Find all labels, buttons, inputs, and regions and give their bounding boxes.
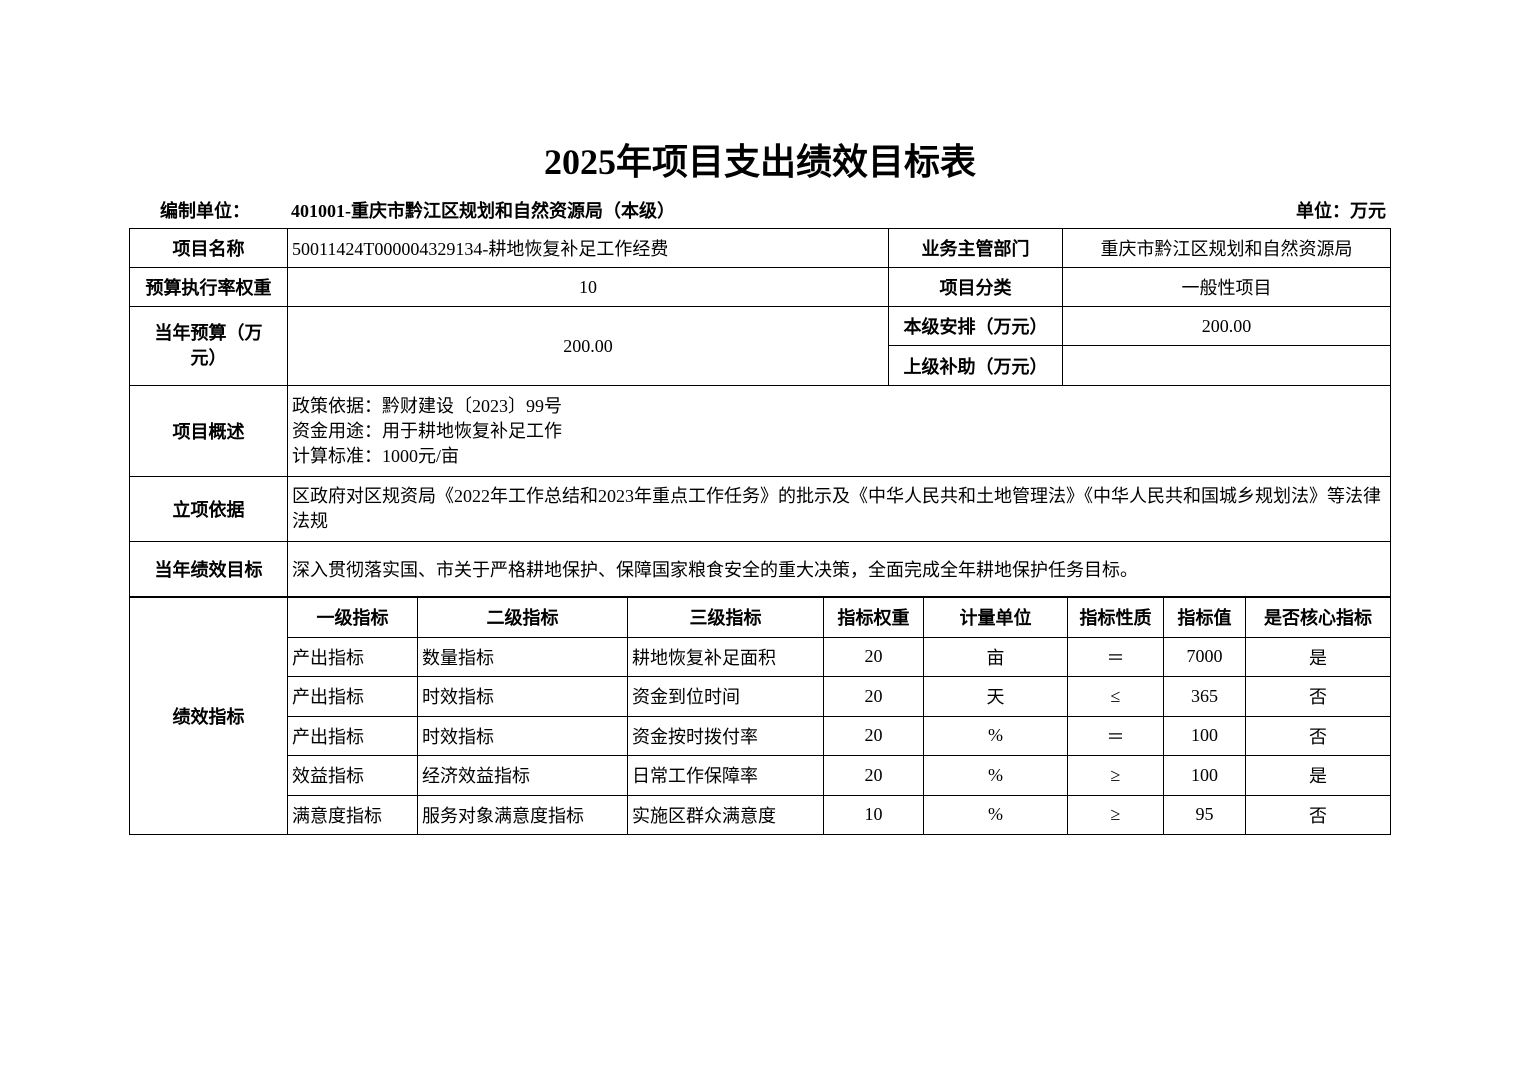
table-cell: 产出指标 <box>287 676 418 717</box>
dept: 重庆市黔江区规划和自然资源局 <box>1062 228 1391 268</box>
basis: 区政府对区规资局《2022年工作总结和2023年重点工作任务》的批示及《中华人民… <box>287 476 1391 542</box>
column-header: 一级指标 <box>287 597 418 638</box>
table-cell: 时效指标 <box>417 715 628 756</box>
table-cell: 资金到位时间 <box>627 676 824 717</box>
table-cell: 资金按时拨付率 <box>627 715 824 756</box>
table-cell: 日常工作保障率 <box>627 755 824 796</box>
project-name: 50011424T000004329134-耕地恢复补足工作经费 <box>287 228 889 268</box>
category-label: 项目分类 <box>888 267 1063 307</box>
table-cell: 产出指标 <box>287 715 418 756</box>
indicators-label: 绩效指标 <box>129 597 288 835</box>
basis-label: 立项依据 <box>129 476 288 542</box>
table-cell: ≥ <box>1067 755 1164 796</box>
indicators-table: 绩效指标 一级指标 二级指标 三级指标 指标权重 计量单位 指标性质 指标值 是否核心指标 产出指… <box>129 597 1391 835</box>
overview-line: 政策依据：黔财建设〔2023〕99号 <box>292 395 562 416</box>
upper-label: 上级补助（万元） <box>888 345 1063 386</box>
overview-line: 计算标准：1000元/亩 <box>292 445 460 466</box>
overview-label: 项目概述 <box>129 385 288 477</box>
local-label: 本级安排（万元） <box>888 306 1063 346</box>
page-title: 2025年项目支出绩效目标表 <box>543 142 976 182</box>
table-cell: 365 <box>1163 676 1246 717</box>
column-header: 计量单位 <box>923 597 1068 638</box>
local: 200.00 <box>1062 306 1391 346</box>
table-cell: 20 <box>823 636 924 677</box>
table-cell: 是 <box>1245 636 1391 677</box>
upper <box>1062 345 1391 386</box>
unit-label: 单位：万元 <box>1296 201 1386 221</box>
table-cell: 否 <box>1245 676 1391 717</box>
column-header: 指标性质 <box>1067 597 1164 638</box>
weight: 10 <box>287 267 889 307</box>
table-cell: 10 <box>823 794 924 835</box>
column-header: 指标值 <box>1163 597 1246 638</box>
table-cell: 天 <box>923 676 1068 717</box>
table-cell: 时效指标 <box>417 676 628 717</box>
column-header: 指标权重 <box>823 597 924 638</box>
table-cell: 亩 <box>923 636 1068 677</box>
table-cell: % <box>923 755 1068 796</box>
table-cell: ≤ <box>1067 676 1164 717</box>
table-row: 产出指标 时效指标 资金到位时间 20 天 ≤365 否 <box>130 676 1391 717</box>
table-cell: ≥ <box>1067 794 1164 835</box>
table-cell: ＝ <box>1067 715 1164 756</box>
table-cell: 7000 <box>1163 636 1246 677</box>
goal-label: 当年绩效目标 <box>129 541 288 597</box>
overview-line: 资金用途：用于耕地恢复补足工作 <box>292 420 562 441</box>
project-name-label: 项目名称 <box>129 228 288 268</box>
table-row: 产出指标 数量指标 耕地恢复补足面积 20 亩＝ 7000 是 <box>130 636 1391 677</box>
project-info-table: 项目名称 50011424T000004329134-耕地恢复补足工作经费 业务… <box>129 228 1391 597</box>
table-cell: 数量指标 <box>417 636 628 677</box>
dept-label: 业务主管部门 <box>888 228 1063 268</box>
column-header: 三级指标 <box>627 597 824 638</box>
table-cell: 经济效益指标 <box>417 755 628 796</box>
category: 一般性项目 <box>1062 267 1391 307</box>
table-row: 满意度指标 服务对象满意度指标 实施区群众满意度 10% ≥95 否 <box>130 794 1391 835</box>
table-row: 产出指标 时效指标 资金按时拨付率 20% ＝ 100 否 <box>130 715 1391 756</box>
table-cell: 20 <box>823 676 924 717</box>
budget-label: 当年预算（万元） <box>129 306 288 386</box>
table-cell: 否 <box>1245 794 1391 835</box>
table-cell: % <box>923 794 1068 835</box>
budget: 200.00 <box>287 306 889 386</box>
weight-label: 预算执行率权重 <box>129 267 288 307</box>
table-cell: 20 <box>823 755 924 796</box>
table-cell: 服务对象满意度指标 <box>417 794 628 835</box>
table-row: 效益指标 经济效益指标 日常工作保障率 20% ≥100 是 <box>130 755 1391 796</box>
table-cell: % <box>923 715 1068 756</box>
table-cell: 实施区群众满意度 <box>627 794 824 835</box>
column-header: 是否核心指标 <box>1245 597 1391 638</box>
column-header: 二级指标 <box>417 597 628 638</box>
compiler-value: 401001-重庆市黔江区规划和自然资源局（本级） <box>291 201 675 221</box>
table-cell: 95 <box>1163 794 1246 835</box>
table-cell: 产出指标 <box>287 636 418 677</box>
table-cell: 效益指标 <box>287 755 418 796</box>
table-cell: 100 <box>1163 715 1246 756</box>
goal: 深入贯彻落实国、市关于严格耕地保护、保障国家粮食安全的重大决策，全面完成全年耕地… <box>287 541 1391 597</box>
table-cell: 否 <box>1245 715 1391 756</box>
compiler-label: 编制单位： <box>160 201 250 221</box>
table-cell: 20 <box>823 715 924 756</box>
table-cell: 100 <box>1163 755 1246 796</box>
table-cell: 是 <box>1245 755 1391 796</box>
table-cell: 满意度指标 <box>287 794 418 835</box>
overview: 政策依据：黔财建设〔2023〕99号 资金用途：用于耕地恢复补足工作 计算标准：… <box>287 385 1391 477</box>
table-cell: 耕地恢复补足面积 <box>627 636 824 677</box>
table-cell: ＝ <box>1067 636 1164 677</box>
